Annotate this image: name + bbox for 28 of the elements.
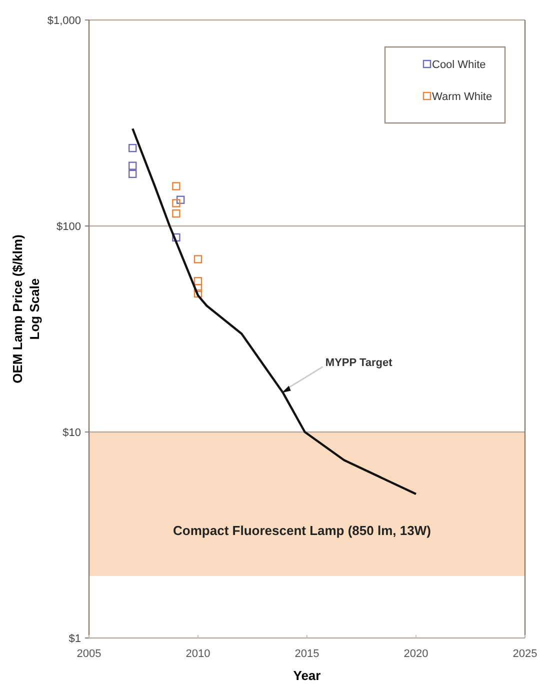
y-tick-label: $10 bbox=[62, 426, 81, 439]
x-tick-label: 2020 bbox=[404, 648, 428, 660]
point bbox=[194, 277, 202, 286]
y-tick-label: $100 bbox=[56, 220, 81, 233]
y-tick-label: $1,000 bbox=[47, 14, 81, 27]
point bbox=[172, 233, 180, 242]
point bbox=[194, 255, 202, 264]
line-series bbox=[132, 128, 418, 496]
x-axis-title: Year bbox=[293, 668, 321, 683]
y-tick-label: $1 bbox=[68, 632, 81, 645]
point bbox=[172, 182, 180, 190]
point bbox=[128, 170, 137, 178]
point bbox=[172, 209, 180, 218]
x-tick-label: 2005 bbox=[76, 648, 102, 660]
legend-label: Cool White bbox=[432, 58, 486, 71]
point bbox=[194, 289, 202, 298]
point bbox=[194, 284, 202, 292]
band-label: Compact Fluorescent Lamp (850 lm, 13W) bbox=[173, 523, 431, 538]
x-tick-label: 2015 bbox=[294, 648, 320, 660]
y-axis-title: OEM Lamp Price ($/klm) Log Scale bbox=[10, 234, 42, 384]
x-tick-label: 2010 bbox=[186, 648, 210, 660]
annotation: MYPP Target bbox=[325, 356, 393, 369]
point bbox=[172, 199, 180, 208]
point bbox=[176, 196, 185, 204]
legend-label: Warm White bbox=[432, 90, 492, 103]
point bbox=[128, 162, 137, 170]
point bbox=[128, 144, 137, 152]
x-tick-label: 2025 bbox=[512, 648, 538, 660]
